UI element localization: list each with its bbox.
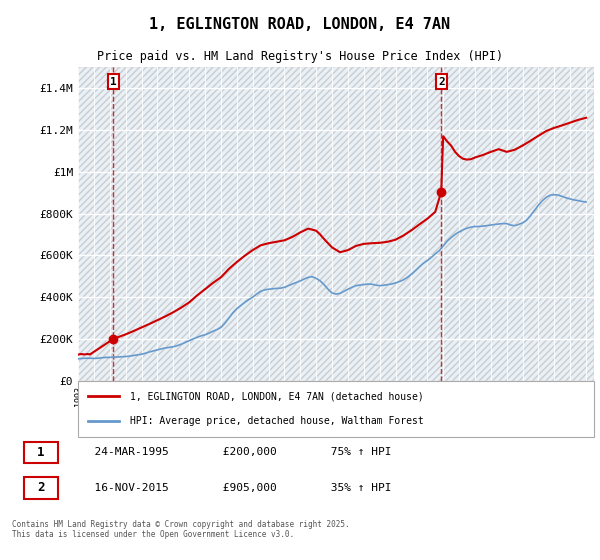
- FancyBboxPatch shape: [78, 381, 594, 437]
- Text: 1: 1: [110, 77, 116, 87]
- Text: Price paid vs. HM Land Registry's House Price Index (HPI): Price paid vs. HM Land Registry's House …: [97, 50, 503, 63]
- Text: 1: 1: [37, 446, 44, 459]
- Text: Contains HM Land Registry data © Crown copyright and database right 2025.
This d: Contains HM Land Registry data © Crown c…: [12, 520, 350, 539]
- Text: 2: 2: [438, 77, 445, 87]
- Text: HPI: Average price, detached house, Waltham Forest: HPI: Average price, detached house, Walt…: [130, 416, 424, 426]
- Text: 1, EGLINGTON ROAD, LONDON, E4 7AN: 1, EGLINGTON ROAD, LONDON, E4 7AN: [149, 17, 451, 32]
- Text: 24-MAR-1995        £200,000        75% ↑ HPI: 24-MAR-1995 £200,000 75% ↑ HPI: [81, 447, 392, 458]
- Text: 2: 2: [37, 481, 44, 494]
- FancyBboxPatch shape: [23, 477, 58, 499]
- Text: 16-NOV-2015        £905,000        35% ↑ HPI: 16-NOV-2015 £905,000 35% ↑ HPI: [81, 483, 392, 493]
- FancyBboxPatch shape: [23, 441, 58, 464]
- Text: 1, EGLINGTON ROAD, LONDON, E4 7AN (detached house): 1, EGLINGTON ROAD, LONDON, E4 7AN (detac…: [130, 391, 424, 402]
